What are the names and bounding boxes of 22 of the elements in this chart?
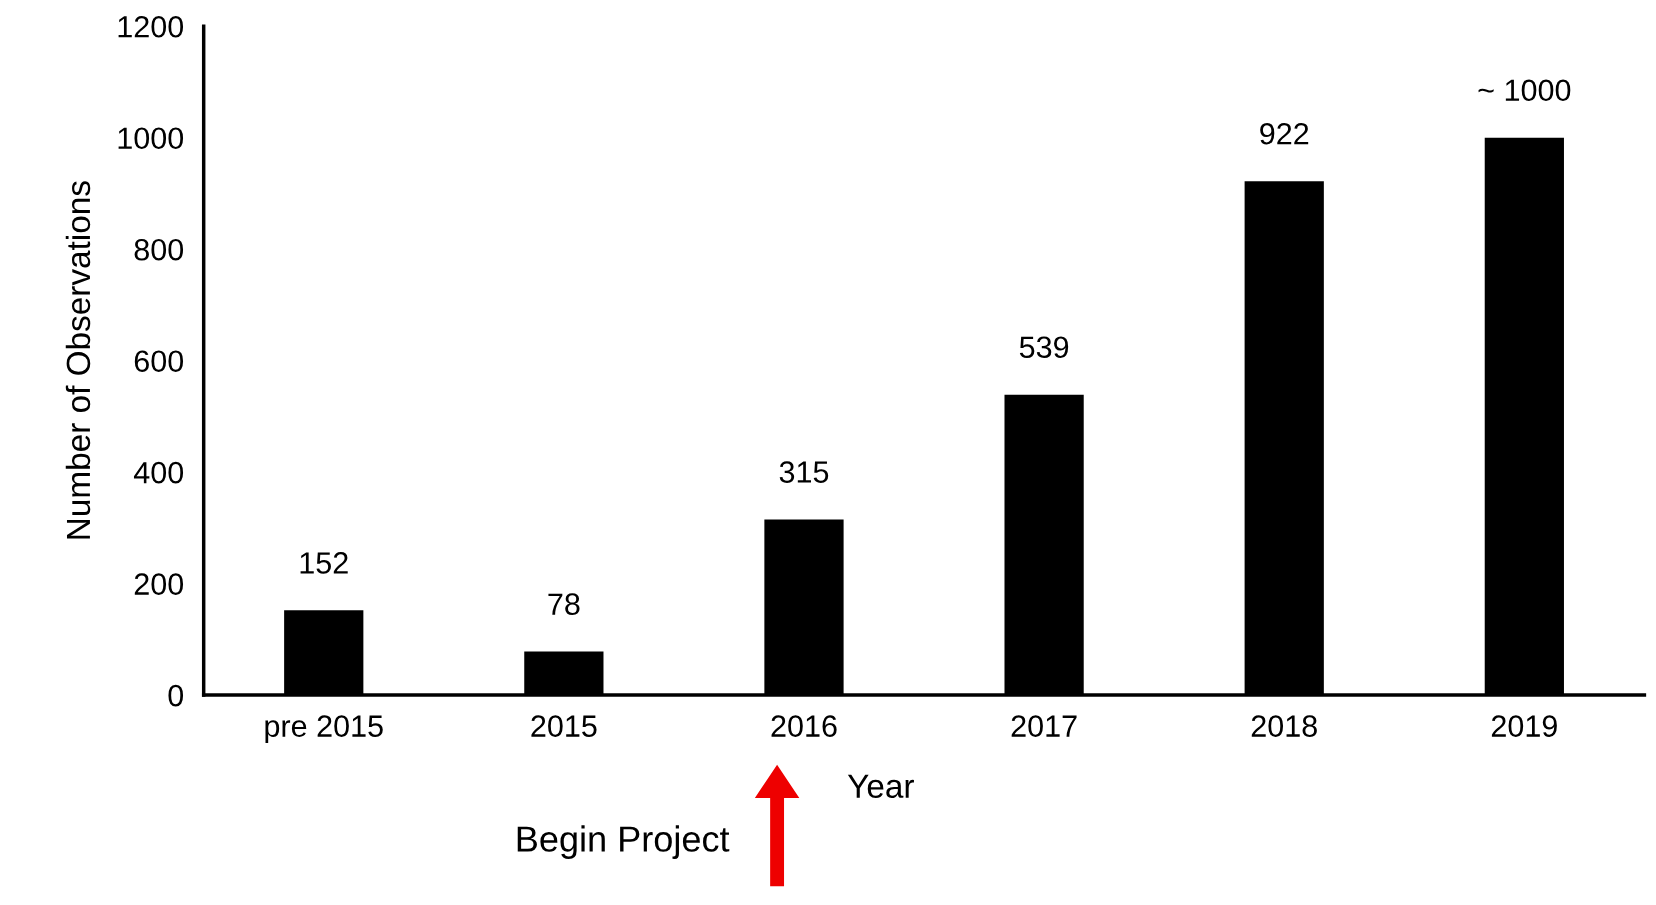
- data-label: 539: [1019, 336, 1069, 359]
- x-axis-title: Year: [847, 774, 914, 799]
- y-tick-label: 1200: [118, 15, 184, 38]
- data-label: 315: [779, 461, 829, 483]
- x-tick-label: 2017: [1011, 715, 1077, 737]
- y-tick-label: 1000: [118, 127, 184, 150]
- y-tick-label: 0: [168, 684, 184, 707]
- data-label: 922: [1260, 122, 1309, 145]
- y-tick-label: 400: [133, 461, 184, 484]
- y-tick-label: 200: [134, 573, 184, 595]
- text: Begin Project: [517, 825, 730, 860]
- x-tick-label: 2015: [531, 715, 597, 737]
- data-label: 78: [548, 593, 580, 615]
- x-tick-label: 2016: [771, 715, 837, 737]
- y-axis-title: Number of Observations: [65, 181, 91, 539]
- data-label: ~ 1000: [1478, 79, 1571, 102]
- x-tick-label: pre 2015: [265, 715, 383, 743]
- x-tick-label: 2019: [1491, 715, 1557, 737]
- y-tick-label: 800: [134, 238, 184, 261]
- x-tick-label: 2018: [1251, 715, 1317, 737]
- y-tick-label: 600: [134, 350, 184, 373]
- data-label: 152: [300, 552, 348, 574]
